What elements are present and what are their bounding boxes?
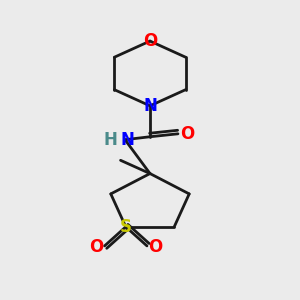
Text: S: S	[120, 218, 132, 236]
Text: O: O	[143, 32, 157, 50]
Text: H: H	[104, 131, 118, 149]
Text: N: N	[121, 131, 135, 149]
Text: N: N	[143, 97, 157, 115]
Text: O: O	[148, 238, 162, 256]
Text: O: O	[89, 238, 103, 256]
Text: O: O	[180, 125, 194, 143]
